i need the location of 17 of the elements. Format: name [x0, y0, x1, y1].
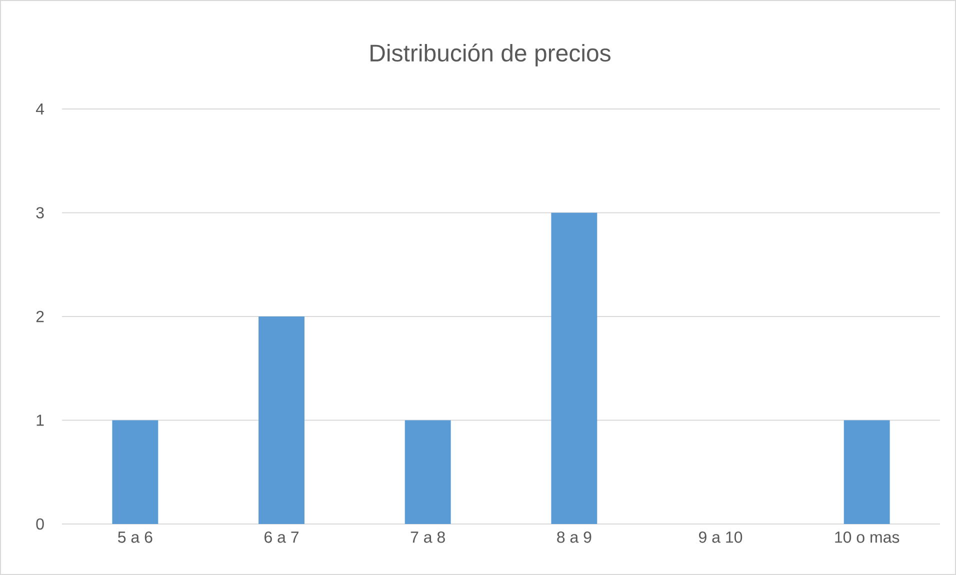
chart-title: Distribución de precios — [370, 44, 610, 66]
bar — [551, 212, 598, 524]
y-tick-label: 0 — [36, 518, 44, 530]
bar — [404, 420, 451, 524]
y-tick-label: 3 — [36, 207, 44, 218]
x-tick-label: 8 a 9 — [557, 532, 592, 543]
y-tick-label: 4 — [36, 103, 44, 114]
x-tick-label: 6 a 7 — [264, 532, 298, 543]
bar — [112, 420, 158, 524]
x-tick-label: 10 o mas — [835, 532, 900, 543]
x-tick-label: 5 a 6 — [118, 532, 152, 543]
y-tick-label: 1 — [36, 414, 44, 426]
x-tick-label: 9 a 10 — [699, 532, 742, 543]
bar — [844, 420, 890, 524]
x-tick-label: 7 a 8 — [410, 532, 445, 543]
bar — [258, 316, 304, 524]
y-tick-label: 2 — [36, 310, 44, 322]
